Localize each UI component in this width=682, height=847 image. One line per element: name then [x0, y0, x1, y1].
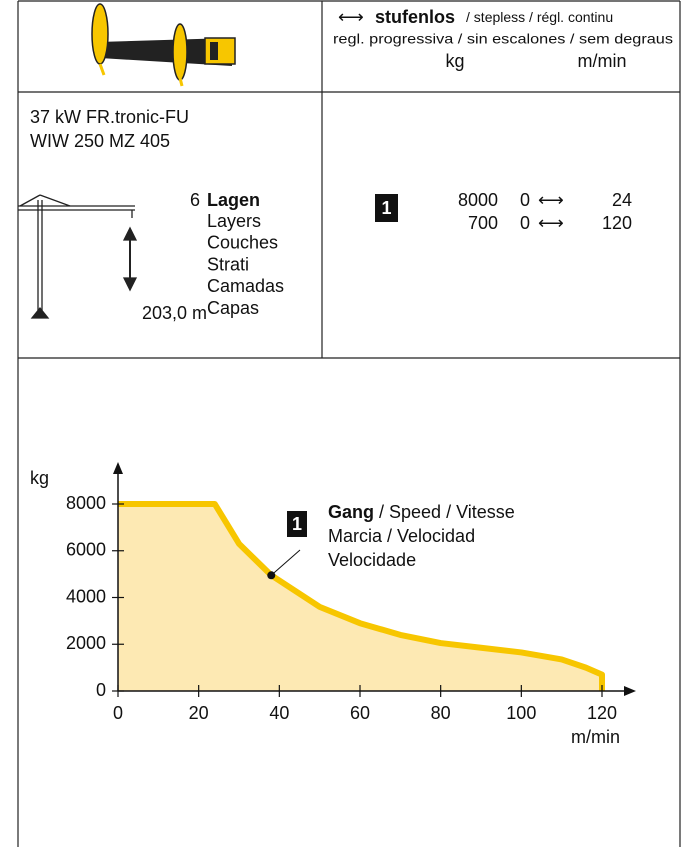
- gear-speed-max: 120: [602, 213, 632, 233]
- crane-icon: [18, 195, 136, 318]
- arrow-symbol: ⟷: [538, 213, 564, 233]
- chart: 0 2000 4000 6000 8000 0 20 40 60 80 100 120 kg m/min 1…: [30, 462, 636, 747]
- layer-count: 6: [190, 190, 200, 210]
- layer-translation: Couches: [207, 233, 278, 253]
- winch-icon: [92, 4, 235, 86]
- y-tick-label: 6000: [66, 540, 106, 560]
- annotation-text: / Speed / Vitesse: [379, 502, 515, 522]
- annotation-line: Marcia / Velocidad: [328, 526, 475, 546]
- layer-translation: Layers: [207, 211, 261, 231]
- mode-translations-2: regl. progressiva / sin escalones / sem …: [333, 31, 673, 47]
- layer-translation: Camadas: [207, 276, 284, 296]
- mode-text: stufenlos / stepless / régl. continu: [375, 7, 613, 27]
- x-axis-label: m/min: [571, 727, 620, 747]
- motor-line: WIW 250 MZ 405: [30, 131, 170, 151]
- gear-speed-max: 24: [612, 190, 632, 210]
- annotation-line: Gang/ Speed / Vitesse: [328, 502, 515, 522]
- data-sheet: ⟷ stufenlos / stepless / régl. continu r…: [0, 0, 682, 847]
- x-tick-label: 20: [189, 703, 209, 723]
- page: ⟷ stufenlos / stepless / régl. continu r…: [0, 0, 682, 847]
- annotation-marker: 1: [292, 514, 302, 534]
- lift-height: 203,0 m: [142, 303, 207, 323]
- gear-load: 8000: [458, 190, 498, 210]
- gear-rows: 8000 0 ⟷ 24 700 0 ⟷ 120: [458, 190, 632, 233]
- arrow-symbol: ⟷: [538, 190, 564, 210]
- x-tick-label: 40: [269, 703, 289, 723]
- gear-speed-min: 0: [520, 213, 530, 233]
- x-tick-label: 120: [587, 703, 617, 723]
- y-tick-label: 4000: [66, 586, 106, 606]
- unit-load: kg: [445, 51, 464, 71]
- annotation-line: Velocidade: [328, 550, 416, 570]
- annotation-leader: [271, 550, 300, 575]
- x-axis-arrow: [624, 686, 636, 696]
- x-tick-label: 60: [350, 703, 370, 723]
- mode-translations: / stepless / régl. continu: [466, 9, 613, 25]
- arrow-symbol: ⟷: [338, 7, 364, 27]
- x-tick-label: 0: [113, 703, 123, 723]
- x-tick-label: 100: [506, 703, 536, 723]
- y-tick-label: 8000: [66, 493, 106, 513]
- mode: stufenlos: [375, 7, 455, 27]
- y-axis-label: kg: [30, 468, 49, 488]
- annotation-title: Gang: [328, 502, 374, 522]
- x-tick-label: 80: [431, 703, 451, 723]
- motor-line: 37 kW FR.tronic-FU: [30, 107, 189, 127]
- unit-speed: m/min: [578, 51, 627, 71]
- gear-number: 1: [381, 198, 391, 218]
- y-axis-arrow: [113, 462, 123, 474]
- gear-load: 700: [468, 213, 498, 233]
- y-tick-label: 2000: [66, 633, 106, 653]
- layer-translation: Strati: [207, 254, 249, 274]
- gear-speed-min: 0: [520, 190, 530, 210]
- layer-translation: Capas: [207, 298, 259, 318]
- y-tick-label: 0: [96, 680, 106, 700]
- layer-label: Lagen: [207, 190, 260, 210]
